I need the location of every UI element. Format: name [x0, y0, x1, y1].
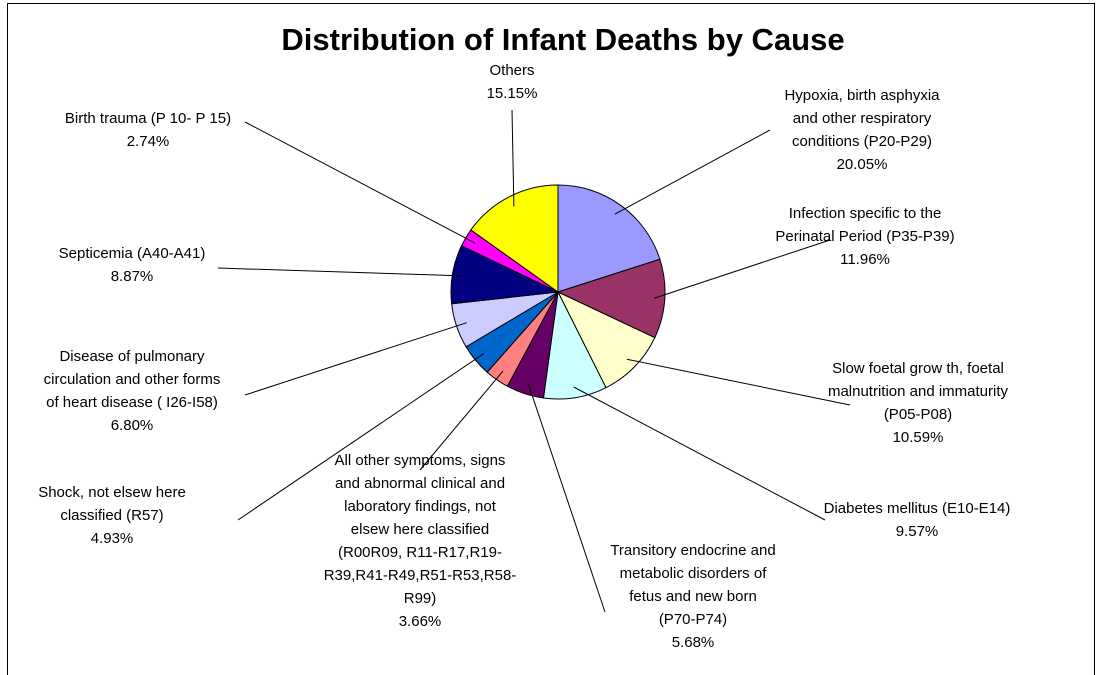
pie-slice: [557, 184, 661, 293]
slice-label: Slow foetal grow th, foetal malnutrition …: [828, 360, 1009, 423]
slice-label: Transitory endocrine and metabolic disord…: [610, 542, 775, 628]
leader-line: [244, 121, 476, 244]
leader-line: [237, 353, 485, 521]
slice-value-label: 6.80%: [111, 417, 154, 434]
slice-label: Diabetes mellitus (E10-E14): [824, 500, 1011, 517]
leader-line: [653, 239, 831, 299]
slice-value-label: 11.96%: [840, 251, 890, 268]
leader-line: [527, 383, 606, 613]
leader-line: [573, 386, 826, 521]
slice-value-label: 10.59%: [893, 429, 944, 446]
slice-value-label: 5.68%: [672, 634, 715, 651]
slice-label: Infection specific to the Perinatal Perio…: [775, 205, 954, 245]
leader-line: [244, 322, 467, 396]
leader-line: [626, 358, 851, 406]
slice-value-label: 8.87%: [111, 268, 154, 285]
chart-title: Distribution of Infant Deaths by Cause: [281, 22, 844, 57]
slice-value-label: 9.57%: [896, 523, 939, 540]
slice-label: Birth trauma (P 10- P 15): [65, 110, 231, 127]
leader-line: [217, 267, 464, 277]
slice-value-label: 15.15%: [487, 85, 538, 102]
slice-label: Disease of pulmonary circulation and othe…: [44, 348, 221, 411]
slice-label: Shock, not elsew here classified (R57): [38, 484, 186, 524]
slice-label: All other symptoms, signs and abnormal cl…: [324, 452, 517, 607]
leader-line: [614, 129, 771, 215]
slice-label: Septicemia (A40-A41): [59, 245, 206, 262]
leader-line: [511, 109, 515, 207]
slice-value-label: 3.66%: [399, 613, 442, 630]
pie-slice: [556, 258, 666, 339]
pie-slice: [470, 184, 559, 293]
slice-label: Hypoxia, birth asphyxia and other respira…: [784, 87, 940, 150]
pie-slice: [556, 290, 656, 389]
slice-label: Others: [489, 62, 534, 79]
slice-value-label: 4.93%: [91, 530, 134, 547]
slice-value-label: 2.74%: [127, 133, 170, 150]
slice-value-label: 20.05%: [837, 156, 888, 173]
leader-line: [419, 370, 504, 471]
